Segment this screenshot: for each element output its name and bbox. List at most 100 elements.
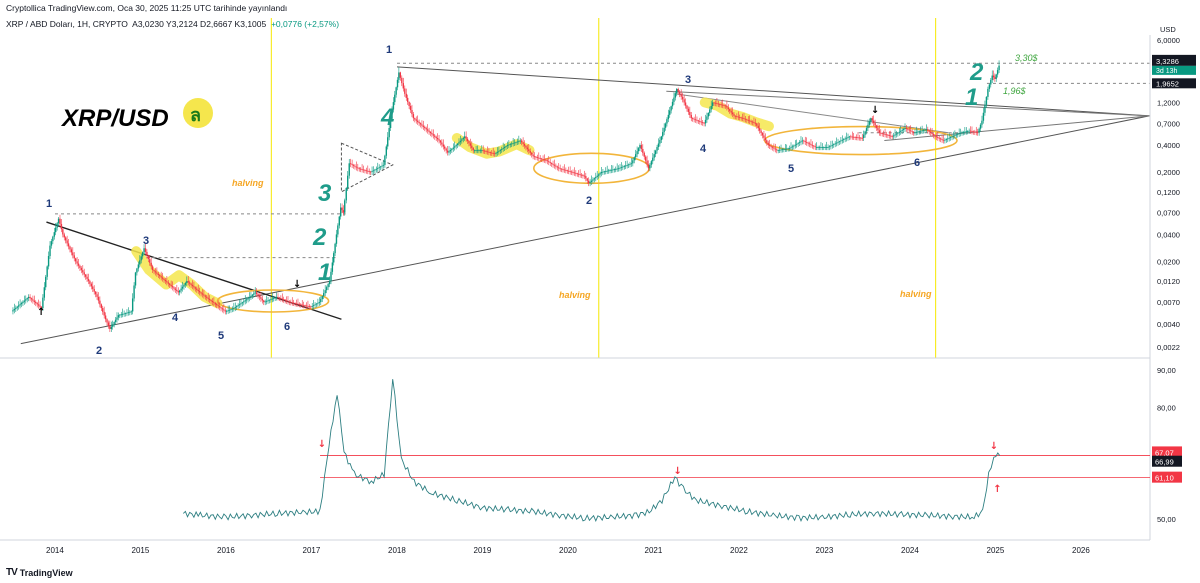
candle-body — [170, 284, 172, 287]
candle-body — [364, 169, 366, 171]
candle-body — [901, 129, 903, 131]
candle-body — [854, 136, 856, 138]
price-change: +0,0776 (+2,57%) — [270, 19, 340, 29]
candle-body — [347, 175, 349, 189]
triangle-pattern — [340, 142, 394, 193]
candle-body — [747, 119, 749, 121]
candle-body — [238, 304, 241, 306]
candle-body — [287, 300, 289, 302]
candle-body — [625, 165, 627, 167]
time-tick-label: 2026 — [1072, 546, 1090, 555]
candle-body — [292, 302, 295, 304]
candle-body — [629, 163, 631, 165]
candle-body — [408, 101, 410, 106]
candle-body — [756, 123, 758, 126]
candle-body — [69, 246, 71, 250]
candle-body — [853, 136, 855, 138]
candle-body — [463, 136, 466, 138]
candle-body — [503, 147, 506, 148]
candle-body — [476, 150, 479, 152]
arrow-icon: ↓ — [990, 441, 998, 452]
candle-body — [228, 309, 231, 311]
candle-body — [640, 145, 643, 149]
currency-label: USD — [1160, 25, 1176, 34]
candle-body — [687, 108, 690, 112]
candle-body — [206, 296, 208, 298]
candle-body — [399, 72, 402, 78]
candle-body — [297, 303, 299, 305]
candle-body — [201, 293, 204, 295]
candle-body — [146, 251, 148, 256]
candle-body — [954, 135, 956, 136]
candle-body — [549, 162, 551, 163]
candle-body — [979, 124, 982, 129]
candle-body — [327, 284, 329, 288]
candle-body — [955, 134, 958, 136]
early-resistance-line — [46, 221, 342, 320]
candle-body — [937, 137, 939, 138]
candle-body — [416, 120, 419, 122]
candle-body — [707, 112, 710, 117]
candle-body — [616, 168, 618, 170]
candle-body — [233, 308, 235, 309]
candle-body — [627, 164, 630, 166]
candle-body — [978, 128, 980, 133]
candle-body — [532, 154, 534, 157]
candle-body — [502, 147, 504, 149]
candle-body — [587, 180, 590, 184]
candle-body — [941, 139, 943, 140]
candle-body — [468, 141, 470, 144]
candle-body — [475, 150, 477, 152]
price-tick-label: 0,1200 — [1157, 188, 1180, 197]
candle-body — [690, 115, 692, 119]
candle-body — [426, 129, 429, 131]
candle-body — [248, 297, 251, 299]
candle-body — [848, 136, 851, 138]
candle-body — [751, 121, 754, 123]
time-tick-label: 2014 — [46, 546, 64, 555]
candle-body — [291, 302, 293, 304]
candle-body — [472, 147, 474, 151]
candle-body — [96, 294, 98, 297]
candle-body — [529, 151, 531, 153]
candle-body — [431, 133, 433, 135]
candle-body — [448, 151, 450, 153]
candle-body — [314, 304, 316, 306]
candle-body — [331, 262, 334, 272]
candle-body — [436, 138, 439, 140]
candle-body — [141, 252, 144, 257]
candle-body — [80, 267, 83, 271]
candle-body — [885, 134, 888, 136]
candle-body — [354, 165, 356, 167]
candle-body — [181, 286, 184, 289]
wave-sub-label: 6 — [284, 321, 290, 333]
candle-body — [337, 225, 339, 235]
candle-body — [573, 172, 576, 174]
candle-body — [267, 300, 269, 302]
candle-body — [815, 147, 818, 148]
candle-body — [177, 291, 179, 293]
candle-body — [744, 118, 747, 120]
candle-body — [33, 300, 36, 302]
candle-body — [904, 128, 906, 130]
candle-body — [734, 115, 737, 117]
candle-body — [721, 104, 724, 106]
candle-body — [872, 120, 875, 124]
candle-body — [97, 296, 100, 301]
candle-body — [257, 293, 259, 296]
candle-body — [462, 137, 464, 140]
candle-body — [660, 136, 663, 140]
candle-body — [763, 135, 765, 138]
candle-body — [73, 255, 75, 259]
candle-body — [424, 126, 426, 129]
candle-body — [613, 169, 616, 171]
candle-body — [143, 248, 145, 253]
candle-body — [406, 97, 409, 102]
candle-body — [666, 119, 668, 124]
candle-body — [495, 152, 497, 154]
candle-body — [204, 295, 207, 297]
candle-body — [159, 274, 161, 277]
candle-body — [739, 117, 741, 118]
candle-body — [843, 139, 845, 140]
candle-body — [47, 256, 50, 267]
